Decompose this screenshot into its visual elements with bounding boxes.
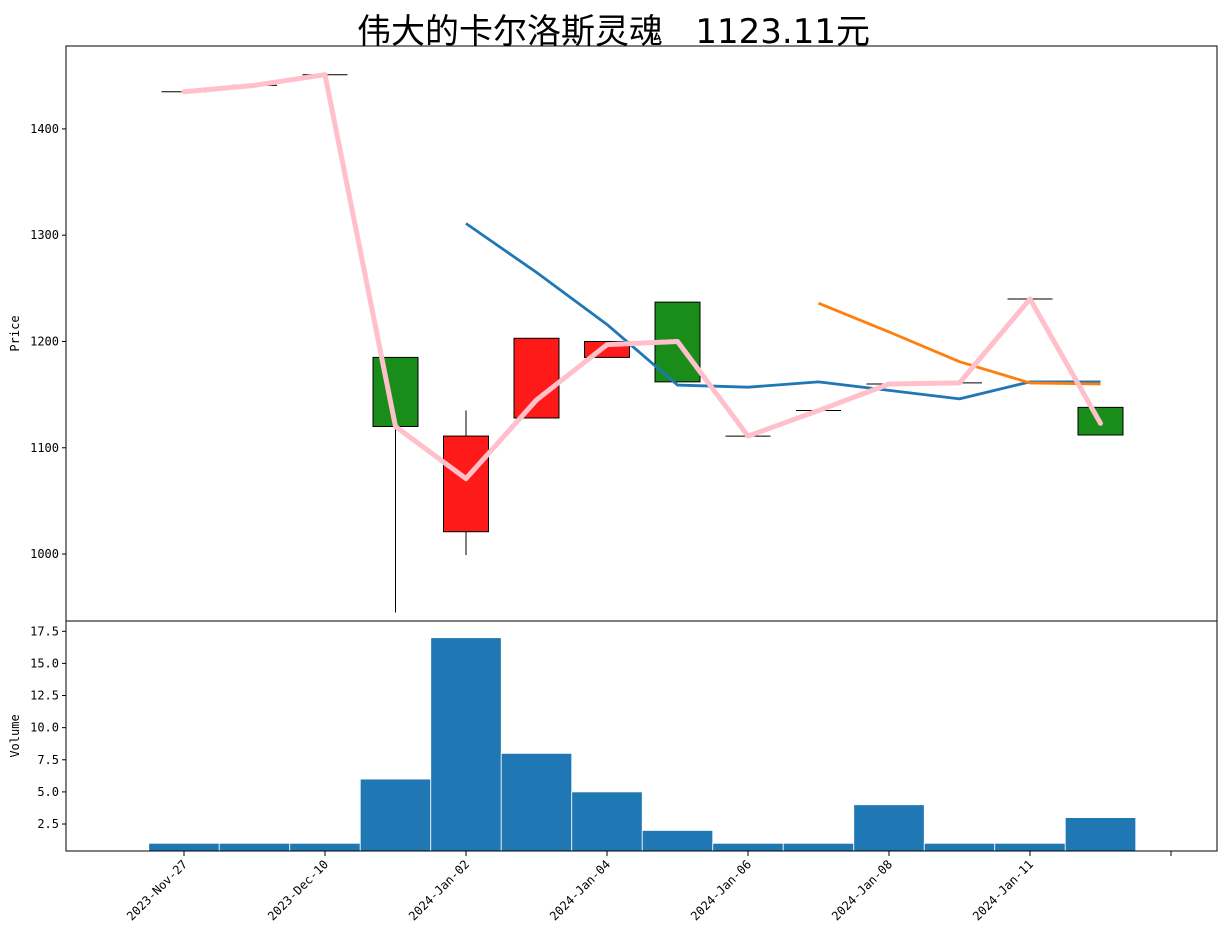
volume-bar: [923, 842, 996, 852]
candle: [513, 337, 560, 419]
price-y-tick-label: 1400: [30, 122, 59, 136]
x-tick-label: 2024-Jan-11: [970, 857, 1036, 923]
price-y-tick-label: 1100: [30, 441, 59, 455]
price-plot-area: [66, 46, 1217, 621]
volume-y-tick-label: 17.5: [30, 624, 59, 638]
volume-axis-label: Volume: [8, 714, 22, 757]
candle-body: [443, 435, 489, 533]
volume-bar: [359, 778, 432, 852]
volume-bar: [218, 842, 291, 852]
x-axis: 2023-Nov-27 2023-Dec-10 2024-Jan-02 2024-Ja…: [124, 851, 1172, 923]
volume-bar: [289, 842, 361, 852]
volume-bar: [430, 637, 502, 852]
volume-y-tick-label: 12.5: [30, 689, 59, 703]
volume-bar: [500, 752, 573, 852]
price-panel: 1000 1100 1200 1300 1400 Price: [8, 45, 1218, 622]
chart-title-text: 伟大的卡尔洛斯灵魂: [356, 12, 663, 52]
candle: [443, 410, 489, 556]
moving-average-line: [817, 301, 1101, 386]
volume-y-tick-label: 2.5: [37, 817, 59, 831]
volume-bar: [1064, 817, 1137, 852]
x-tick-label: 2023-Nov-27: [124, 857, 190, 923]
moving-average-line: [465, 222, 1101, 401]
volume-panel-frame: [65, 620, 1218, 852]
volume-y-tick-label: 7.5: [37, 753, 59, 767]
price-y-tick-label: 1300: [30, 228, 59, 242]
volume-bar: [994, 842, 1066, 852]
chart-title: 伟大的卡尔洛斯灵魂 1123.11元: [0, 4, 1227, 53]
volume-bar: [853, 804, 925, 852]
x-tick-label: 2023-Dec-10: [265, 857, 331, 923]
chart-price-label: 1123.11元: [695, 12, 871, 52]
volume-y-tick-label: 10.0: [30, 721, 59, 735]
price-axis-label: Price: [8, 315, 22, 351]
close-price-line: [181, 72, 1103, 482]
volume-panel: 2.5 5.0 7.5 10.0 12.5 15.0 17.5 Volume: [8, 620, 1218, 852]
volume-y-tick-label: 5.0: [37, 785, 59, 799]
candle-body: [513, 337, 560, 419]
x-tick-label: 2024-Jan-02: [406, 857, 472, 923]
volume-bar: [782, 842, 855, 852]
price-y-tick-label: 1000: [30, 547, 59, 561]
volume-bar: [712, 842, 784, 852]
x-tick-label: 2024-Jan-04: [547, 857, 613, 923]
volume-bar: [641, 830, 714, 852]
x-tick-label: 2024-Jan-06: [688, 857, 754, 923]
price-y-tick-label: 1200: [30, 334, 59, 348]
candle: [1077, 406, 1124, 436]
volume-y-tick-label: 15.0: [30, 656, 59, 670]
candle-body: [1077, 406, 1124, 436]
volume-bar: [148, 842, 220, 852]
x-tick-label: 2024-Jan-08: [829, 857, 895, 923]
volume-bar: [571, 791, 643, 852]
